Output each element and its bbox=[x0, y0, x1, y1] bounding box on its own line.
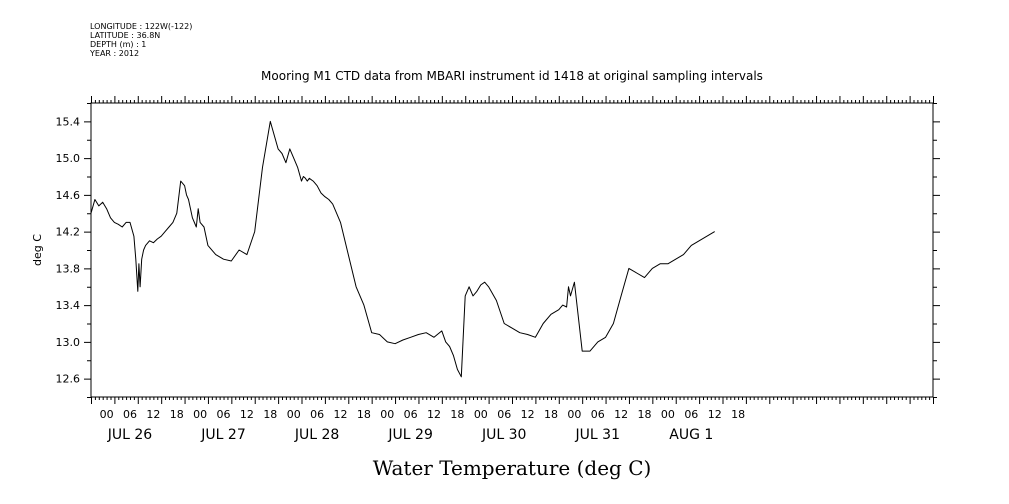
x-hour-tick-label: 18 bbox=[638, 408, 652, 421]
x-day-label: JUL 29 bbox=[387, 427, 432, 443]
x-hour-tick-label: 18 bbox=[263, 408, 277, 421]
x-hour-tick-label: 18 bbox=[170, 408, 184, 421]
x-hour-tick-label: 00 bbox=[287, 408, 301, 421]
depth-label: DEPTH (m) : 1 bbox=[90, 40, 147, 49]
y-tick-label: 14.6 bbox=[56, 189, 81, 202]
latitude-label: LATITUDE : 36.8N bbox=[90, 31, 161, 40]
x-day-label: JUL 28 bbox=[294, 427, 339, 443]
x-hour-tick-label: 00 bbox=[193, 408, 207, 421]
axes: 00 06 12 18 00 06 12 18 00 06 12 18 00 06 12 18 00 06 12 18… bbox=[56, 96, 940, 443]
x-hour-tick-label: 12 bbox=[333, 408, 347, 421]
x-hour-tick-label: 18 bbox=[731, 408, 745, 421]
x-hour-tick-label: 12 bbox=[427, 408, 441, 421]
x-day-label: AUG 1 bbox=[669, 427, 713, 443]
y-tick-label: 13.4 bbox=[56, 299, 81, 312]
plot-frame bbox=[90, 102, 934, 398]
x-axis-label: Water Temperature (deg C) bbox=[373, 456, 652, 480]
x-day-label: JUL 27 bbox=[200, 427, 245, 443]
x-hour-tick-label: 00 bbox=[380, 408, 394, 421]
x-hour-tick-label: 12 bbox=[614, 408, 628, 421]
x-hour-tick-label: 06 bbox=[684, 408, 698, 421]
y-tick-label: 15.0 bbox=[56, 152, 81, 165]
x-hour-tick-label: 06 bbox=[123, 408, 137, 421]
y-tick-label: 14.2 bbox=[56, 226, 81, 239]
x-day-label: JUL 30 bbox=[481, 427, 526, 443]
x-hour-tick-label: 00 bbox=[661, 408, 675, 421]
x-hour-tick-label: 12 bbox=[240, 408, 254, 421]
x-hour-tick-label: 12 bbox=[708, 408, 722, 421]
y-tick-label: 13.0 bbox=[56, 336, 81, 349]
x-hour-tick-label: 00 bbox=[567, 408, 581, 421]
x-hour-tick-label: 00 bbox=[100, 408, 114, 421]
y-axis-label: deg C bbox=[31, 234, 44, 266]
x-hour-tick-label: 06 bbox=[217, 408, 231, 421]
x-hour-tick-label: 18 bbox=[357, 408, 371, 421]
x-hour-tick-label: 00 bbox=[474, 408, 488, 421]
x-day-label: JUL 26 bbox=[107, 427, 153, 443]
chart-title: Mooring M1 CTD data from MBARI instrumen… bbox=[261, 69, 763, 83]
series-layer bbox=[90, 120, 715, 378]
x-hour-tick-label: 06 bbox=[404, 408, 418, 421]
x-hour-tick-label: 06 bbox=[591, 408, 605, 421]
y-tick-label: 13.8 bbox=[56, 262, 81, 275]
longitude-label: LONGITUDE : 122W(-122) bbox=[90, 22, 193, 31]
x-hour-tick-label: 06 bbox=[497, 408, 511, 421]
x-hour-tick-label: 18 bbox=[544, 408, 558, 421]
y-tick-label: 12.6 bbox=[56, 373, 81, 386]
x-hour-tick-label: 06 bbox=[310, 408, 324, 421]
year-label: YEAR : 2012 bbox=[90, 49, 140, 58]
y-tick-label: 15.4 bbox=[56, 115, 81, 128]
x-hour-tick-label: 18 bbox=[450, 408, 464, 421]
x-day-label: JUL 31 bbox=[575, 427, 620, 443]
series-line-0 bbox=[90, 120, 715, 378]
x-hour-tick-label: 12 bbox=[146, 408, 160, 421]
x-hour-tick-label: 12 bbox=[521, 408, 535, 421]
